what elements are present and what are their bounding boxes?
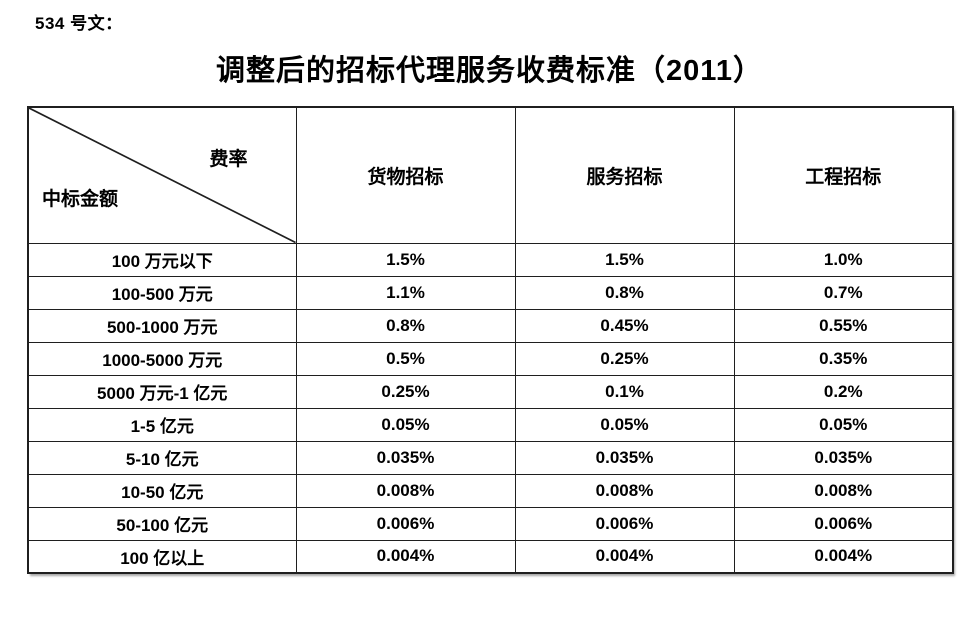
rate-cell: 0.004%: [733, 539, 954, 574]
rate-cell: 0.008%: [514, 473, 735, 508]
rate-cell: 0.55%: [733, 308, 954, 343]
table-row: 500-1000 万元 0.8% 0.45% 0.55%: [27, 308, 954, 343]
rate-cell: 0.5%: [295, 341, 516, 376]
column-header-engineering: 工程招标: [733, 106, 954, 244]
rate-cell: 0.006%: [514, 506, 735, 541]
table-header-row: 费率 中标金额 货物招标 服务招标 工程招标: [27, 106, 954, 244]
table-row: 5-10 亿元 0.035% 0.035% 0.035%: [27, 440, 954, 475]
rate-cell: 0.006%: [295, 506, 516, 541]
rate-cell: 0.7%: [733, 275, 954, 310]
rate-cell: 1.5%: [295, 242, 516, 277]
corner-header-cell: 费率 中标金额: [27, 106, 297, 244]
corner-label-rate: 费率: [209, 149, 248, 170]
table-row: 100-500 万元 1.1% 0.8% 0.7%: [27, 275, 954, 310]
rate-cell: 0.05%: [514, 407, 735, 442]
table-row: 5000 万元-1 亿元 0.25% 0.1% 0.2%: [27, 374, 954, 409]
rate-cell: 0.1%: [514, 374, 735, 409]
amount-cell: 1000-5000 万元: [27, 341, 297, 376]
rate-cell: 0.05%: [733, 407, 954, 442]
page-title: 调整后的招标代理服务收费标准（2011）: [216, 55, 763, 87]
rate-cell: 0.45%: [514, 308, 735, 343]
rate-cell: 0.05%: [295, 407, 516, 442]
table-row: 10-50 亿元 0.008% 0.008% 0.008%: [27, 473, 954, 508]
column-header-services: 服务招标: [514, 106, 735, 244]
rate-cell: 0.006%: [733, 506, 954, 541]
corner-label-amount: 中标金额: [42, 188, 119, 210]
diagonal-divider-line: [29, 108, 296, 243]
table-row: 1000-5000 万元 0.5% 0.25% 0.35%: [27, 341, 954, 376]
amount-cell: 500-1000 万元: [27, 308, 297, 343]
table-row: 100 亿以上 0.004% 0.004% 0.004%: [27, 539, 954, 574]
amount-cell: 5000 万元-1 亿元: [27, 374, 297, 409]
rate-cell: 1.5%: [514, 242, 735, 277]
amount-cell: 10-50 亿元: [27, 473, 297, 508]
rate-cell: 0.004%: [514, 539, 735, 574]
rate-cell: 0.8%: [514, 275, 735, 310]
fee-rate-table: 费率 中标金额 货物招标 服务招标 工程招标 100 万元以下 1.5% 1.5% 1…: [27, 106, 954, 574]
rate-cell: 1.1%: [295, 275, 516, 310]
rate-cell: 0.035%: [295, 440, 516, 475]
rate-cell: 0.25%: [295, 374, 516, 409]
rate-cell: 0.035%: [733, 440, 954, 475]
amount-cell: 5-10 亿元: [27, 440, 297, 475]
rate-cell: 0.8%: [295, 308, 516, 343]
amount-cell: 100-500 万元: [27, 275, 297, 310]
rate-cell: 0.35%: [733, 341, 954, 376]
rate-cell: 0.008%: [733, 473, 954, 508]
table-row: 100 万元以下 1.5% 1.5% 1.0%: [27, 242, 954, 277]
table-body: 100 万元以下 1.5% 1.5% 1.0% 100-500 万元 1.1% 0.8% 0.…: [27, 242, 954, 574]
table-row: 50-100 亿元 0.006% 0.006% 0.006%: [27, 506, 954, 541]
rate-cell: 0.035%: [514, 440, 735, 475]
amount-cell: 50-100 亿元: [27, 506, 297, 541]
rate-cell: 0.008%: [295, 473, 516, 508]
doc-number-label: 534 号文：: [35, 14, 123, 33]
amount-cell: 1-5 亿元: [27, 407, 297, 442]
column-header-goods: 货物招标: [295, 106, 516, 244]
amount-cell: 100 万元以下: [27, 242, 297, 277]
rate-cell: 1.0%: [733, 242, 954, 277]
table-row: 1-5 亿元 0.05% 0.05% 0.05%: [27, 407, 954, 442]
rate-cell: 0.2%: [733, 374, 954, 409]
rate-cell: 0.004%: [295, 539, 516, 574]
amount-cell: 100 亿以上: [27, 539, 297, 574]
rate-cell: 0.25%: [514, 341, 735, 376]
